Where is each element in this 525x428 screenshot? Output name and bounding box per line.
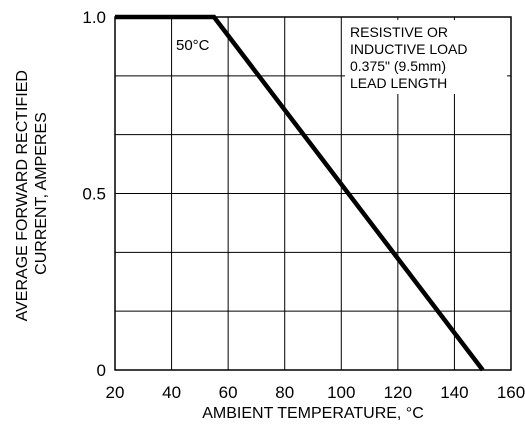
x-tick-label-1: 40 <box>162 383 181 402</box>
load-note-line-2: INDUCTIVE LOAD <box>350 41 467 57</box>
load-note-line-3: 0.375" (9.5mm) <box>350 58 446 74</box>
y-axis-title-line-2: CURRENT, AMPERES <box>33 112 50 275</box>
y-axis-title: AVERAGE FORWARD RECTIFIED CURRENT, AMPER… <box>14 66 50 322</box>
x-tick-label-4: 100 <box>327 383 355 402</box>
load-note-background <box>345 20 507 94</box>
x-tick-label-0: 20 <box>106 383 125 402</box>
y-axis-title-line-1: AVERAGE FORWARD RECTIFIED <box>14 70 31 321</box>
x-tick-label-3: 80 <box>275 383 294 402</box>
knee-temperature-label: 50°C <box>176 37 210 54</box>
tick-labels: 20 40 60 80 100 120 140 160 0 0.5 1.0 <box>82 8 525 402</box>
load-note-box: RESISTIVE OR INDUCTIVE LOAD 0.375" (9.5m… <box>345 20 507 94</box>
x-tick-label-5: 120 <box>384 383 412 402</box>
plot-border <box>114 16 512 371</box>
y-tick-label-0: 0 <box>97 361 106 380</box>
load-note-line-1: RESISTIVE OR <box>350 24 448 40</box>
load-note-line-4: LEAD LENGTH <box>350 75 447 91</box>
x-tick-label-2: 60 <box>219 383 238 402</box>
x-tick-label-6: 140 <box>440 383 468 402</box>
x-tick-label-7: 160 <box>497 383 525 402</box>
y-tick-label-1: 0.5 <box>82 185 106 204</box>
y-tick-label-2: 1.0 <box>82 8 106 27</box>
x-axis-title: AMBIENT TEMPERATURE, °C <box>202 405 424 422</box>
